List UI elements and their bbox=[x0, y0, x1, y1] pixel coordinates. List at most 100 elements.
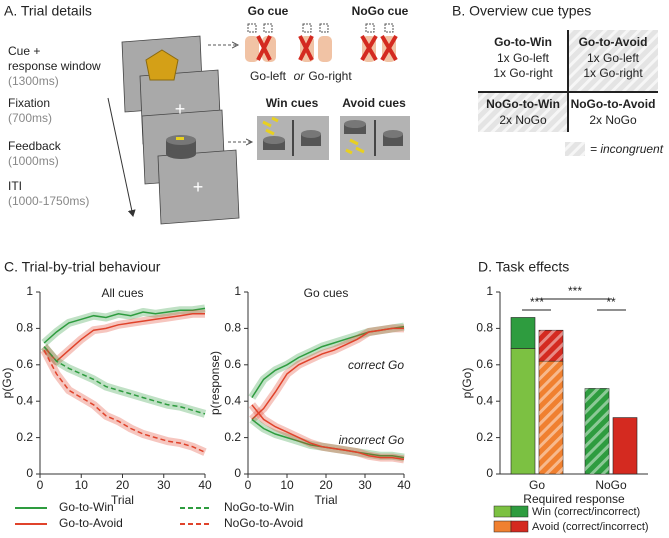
x-tick-label: NoGo bbox=[595, 478, 627, 492]
screens bbox=[121, 35, 240, 225]
phase-duration: (1300ms) bbox=[8, 74, 59, 88]
x-axis-label: Trial bbox=[111, 493, 134, 507]
chart-title: All cues bbox=[101, 286, 143, 300]
feedback-icon bbox=[166, 135, 196, 159]
x-tick-label: 0 bbox=[245, 478, 252, 492]
y-tick-label: 1 bbox=[486, 284, 493, 298]
line bbox=[251, 327, 404, 420]
legend-label: Go-to-Win bbox=[59, 500, 114, 514]
y-tick-label: 0 bbox=[234, 466, 241, 480]
time-arrow bbox=[107, 97, 136, 217]
bar-incorrect bbox=[612, 417, 638, 475]
x-tick-label: 30 bbox=[157, 478, 171, 492]
phase-duration: (1000-1750ms) bbox=[8, 194, 89, 208]
line bbox=[43, 313, 205, 363]
cell-text: 1x Go-right bbox=[583, 66, 643, 80]
y-axis-label: p(response) bbox=[208, 351, 222, 415]
line bbox=[43, 346, 206, 415]
x-tick-label: 20 bbox=[319, 478, 333, 492]
y-tick-label: 0.4 bbox=[224, 393, 241, 407]
x-tick-label: Go bbox=[529, 478, 545, 492]
phase-label: Fixation bbox=[8, 96, 50, 110]
cue-label: Go-left bbox=[250, 69, 287, 83]
y-tick-label: 0.8 bbox=[224, 321, 241, 335]
incongruent-cell bbox=[478, 92, 568, 132]
phase-label: Cue + bbox=[8, 44, 40, 58]
cell-text: 2x NoGo bbox=[589, 113, 637, 127]
feedback-cues bbox=[257, 116, 410, 160]
cue-title: NoGo cue bbox=[352, 4, 409, 18]
cue-title: Avoid cues bbox=[342, 96, 406, 110]
cue-title: Go cue bbox=[248, 4, 289, 18]
phase-label: ITI bbox=[8, 179, 22, 193]
cell-title: Go-to-Avoid bbox=[579, 35, 648, 49]
significance-brackets bbox=[522, 298, 626, 311]
cell-text: 1x Go-left bbox=[587, 51, 640, 65]
y-tick-label: 1 bbox=[26, 284, 33, 298]
significance: *** bbox=[568, 284, 582, 298]
y-tick-label: 0.8 bbox=[16, 321, 33, 335]
legend-label: = incongruent bbox=[590, 142, 664, 156]
hatch bbox=[585, 388, 609, 474]
y-tick-label: 0 bbox=[486, 466, 493, 480]
x-tick-label: 10 bbox=[280, 478, 294, 492]
annotation: correct Go bbox=[348, 358, 404, 372]
y-tick-label: 0.8 bbox=[476, 321, 493, 335]
panel-title: A. Trial details bbox=[4, 3, 92, 19]
y-tick-label: 0.2 bbox=[224, 430, 241, 444]
chart-title: Go cues bbox=[304, 286, 349, 300]
incongruent-cell bbox=[568, 30, 658, 92]
legend-swatch bbox=[510, 505, 529, 518]
phase-label: Feedback bbox=[8, 139, 62, 153]
line bbox=[43, 349, 206, 453]
y-tick-label: 0.4 bbox=[476, 393, 493, 407]
cue-label: or bbox=[294, 69, 306, 83]
x-axis-label: Trial bbox=[315, 493, 338, 507]
legend-label: Win (correct/incorrect) bbox=[532, 506, 640, 518]
legend-swatch bbox=[493, 520, 512, 533]
phase-duration: (700ms) bbox=[8, 111, 52, 125]
x-tick-label: 40 bbox=[198, 478, 212, 492]
cell-text: 1x Go-right bbox=[493, 66, 553, 80]
legend-label: Avoid (correct/incorrect) bbox=[532, 521, 649, 533]
y-tick-label: 0.4 bbox=[16, 393, 33, 407]
y-tick-label: 0.2 bbox=[16, 430, 33, 444]
fixation-cross: + bbox=[193, 177, 204, 197]
y-tick-label: 0.6 bbox=[224, 357, 241, 371]
legend-swatch bbox=[510, 520, 529, 533]
legend-label: NoGo-to-Avoid bbox=[224, 516, 303, 530]
cell-text: 2x NoGo bbox=[499, 113, 547, 127]
line-band bbox=[41, 344, 207, 418]
significance: *** bbox=[530, 295, 544, 309]
y-tick-label: 0.6 bbox=[476, 357, 493, 371]
line bbox=[251, 404, 405, 461]
y-tick-label: 0.6 bbox=[16, 357, 33, 371]
panel-title: D. Task effects bbox=[478, 259, 569, 275]
x-tick-label: 20 bbox=[116, 478, 130, 492]
legend-label: Go-to-Avoid bbox=[59, 516, 123, 530]
legend-swatch bbox=[493, 505, 512, 518]
phase-label: response window bbox=[8, 59, 101, 73]
incongruent-swatch bbox=[565, 142, 585, 156]
x-axis-label: Required response bbox=[523, 492, 625, 506]
cell-title: Go-to-Win bbox=[494, 35, 552, 49]
cell-text: 1x Go-left bbox=[497, 51, 550, 65]
y-tick-label: 0.2 bbox=[476, 430, 493, 444]
x-tick-label: 40 bbox=[397, 478, 411, 492]
legend-label: NoGo-to-Win bbox=[224, 500, 294, 514]
cell-title: NoGo-to-Win bbox=[486, 97, 560, 111]
bar-incorrect bbox=[510, 317, 536, 349]
hatch bbox=[539, 361, 563, 474]
y-axis-label: p(Go) bbox=[0, 368, 14, 399]
x-tick-label: 10 bbox=[75, 478, 89, 492]
cue-title: Win cues bbox=[266, 96, 319, 110]
fixation-cross: + bbox=[175, 99, 186, 119]
y-tick-label: 0 bbox=[26, 466, 33, 480]
bar-correct bbox=[510, 348, 536, 475]
panel-title: B. Overview cue types bbox=[452, 3, 591, 19]
cell-title: NoGo-to-Avoid bbox=[571, 97, 656, 111]
x-tick-label: 30 bbox=[358, 478, 372, 492]
line bbox=[43, 307, 206, 344]
